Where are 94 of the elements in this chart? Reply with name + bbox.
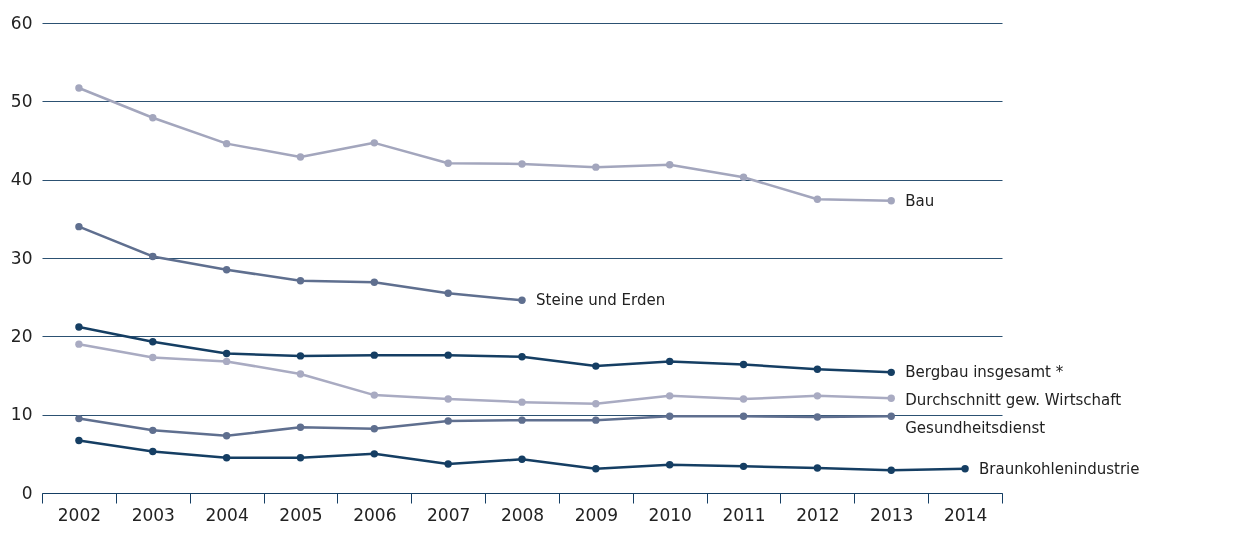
point bbox=[75, 436, 83, 445]
point bbox=[149, 252, 157, 261]
point bbox=[813, 365, 822, 373]
point bbox=[739, 462, 748, 471]
x-tick-label: 2008 bbox=[500, 504, 545, 525]
point bbox=[518, 398, 526, 406]
point bbox=[518, 296, 526, 304]
point bbox=[444, 351, 452, 359]
point bbox=[370, 278, 379, 286]
point bbox=[222, 454, 231, 462]
point bbox=[887, 466, 895, 474]
series-label: Durchschnitt gew. Wirtschaft bbox=[905, 391, 1122, 410]
point bbox=[444, 395, 452, 403]
point bbox=[296, 352, 305, 360]
series-label: Bau bbox=[905, 191, 935, 210]
point bbox=[444, 289, 452, 297]
point bbox=[370, 139, 379, 147]
point bbox=[518, 455, 526, 464]
point bbox=[813, 464, 822, 472]
point bbox=[887, 412, 895, 420]
point bbox=[592, 163, 600, 171]
point bbox=[518, 416, 526, 424]
point bbox=[75, 222, 83, 231]
point bbox=[149, 426, 157, 435]
point bbox=[296, 153, 305, 161]
point bbox=[149, 338, 157, 346]
point bbox=[370, 391, 379, 399]
point bbox=[370, 425, 379, 433]
y-tick-label: 20 bbox=[10, 325, 33, 346]
series-label: Bergbau insgesamt * bbox=[905, 363, 1064, 382]
x-tick-label: 2010 bbox=[648, 504, 692, 525]
point bbox=[444, 417, 452, 425]
x-tick-label: 2013 bbox=[870, 504, 914, 525]
x-tick-label: 2003 bbox=[131, 504, 175, 525]
point bbox=[75, 323, 83, 331]
point bbox=[665, 161, 674, 169]
point bbox=[813, 392, 822, 400]
y-tick-label: 30 bbox=[10, 247, 33, 268]
point bbox=[813, 413, 822, 421]
point bbox=[887, 197, 895, 205]
x-tick-label: 2014 bbox=[943, 504, 988, 525]
point bbox=[222, 349, 231, 358]
point bbox=[518, 160, 526, 168]
y-tick-label: 40 bbox=[10, 169, 33, 190]
point bbox=[296, 370, 305, 378]
point bbox=[813, 195, 822, 203]
point bbox=[592, 416, 600, 424]
x-tick-label: 2011 bbox=[722, 504, 766, 525]
point bbox=[739, 360, 748, 369]
point bbox=[75, 84, 83, 92]
point bbox=[739, 395, 748, 403]
point bbox=[592, 465, 600, 473]
point bbox=[739, 412, 748, 420]
point bbox=[665, 357, 674, 366]
point bbox=[665, 412, 674, 420]
x-tick-label: 2012 bbox=[796, 504, 840, 525]
series-label: Gesundheitsdienst bbox=[905, 419, 1046, 438]
point bbox=[149, 447, 157, 456]
point bbox=[370, 351, 379, 359]
x-tick-label: 2006 bbox=[353, 504, 397, 525]
point bbox=[296, 423, 305, 431]
y-tick-label: 0 bbox=[21, 482, 33, 503]
point bbox=[149, 353, 157, 362]
point bbox=[370, 450, 379, 458]
point bbox=[887, 394, 895, 402]
point bbox=[296, 454, 305, 462]
series-label: Braunkohlenindustrie bbox=[979, 459, 1140, 478]
point bbox=[75, 414, 83, 423]
point bbox=[739, 173, 748, 182]
point bbox=[296, 277, 305, 285]
x-tick-label: 2005 bbox=[279, 504, 323, 525]
x-tick-label: 2007 bbox=[427, 504, 471, 525]
point bbox=[222, 266, 231, 274]
y-tick-label: 50 bbox=[10, 90, 33, 111]
point bbox=[222, 357, 231, 366]
point bbox=[665, 461, 674, 469]
x-tick-label: 2002 bbox=[57, 504, 102, 525]
point bbox=[75, 340, 83, 348]
y-tick-label: 60 bbox=[10, 12, 33, 33]
point bbox=[961, 465, 969, 473]
point bbox=[592, 362, 600, 370]
point bbox=[518, 353, 526, 361]
series-label: Steine und Erden bbox=[536, 291, 666, 310]
point bbox=[592, 400, 600, 408]
x-tick-label: 2009 bbox=[574, 504, 618, 525]
y-tick-label: 10 bbox=[10, 404, 33, 425]
point bbox=[222, 432, 231, 440]
point bbox=[149, 114, 157, 122]
point bbox=[665, 392, 674, 400]
point bbox=[444, 460, 452, 468]
point bbox=[444, 159, 452, 167]
x-tick-label: 2004 bbox=[205, 504, 249, 525]
point bbox=[222, 139, 231, 148]
point bbox=[887, 368, 895, 377]
